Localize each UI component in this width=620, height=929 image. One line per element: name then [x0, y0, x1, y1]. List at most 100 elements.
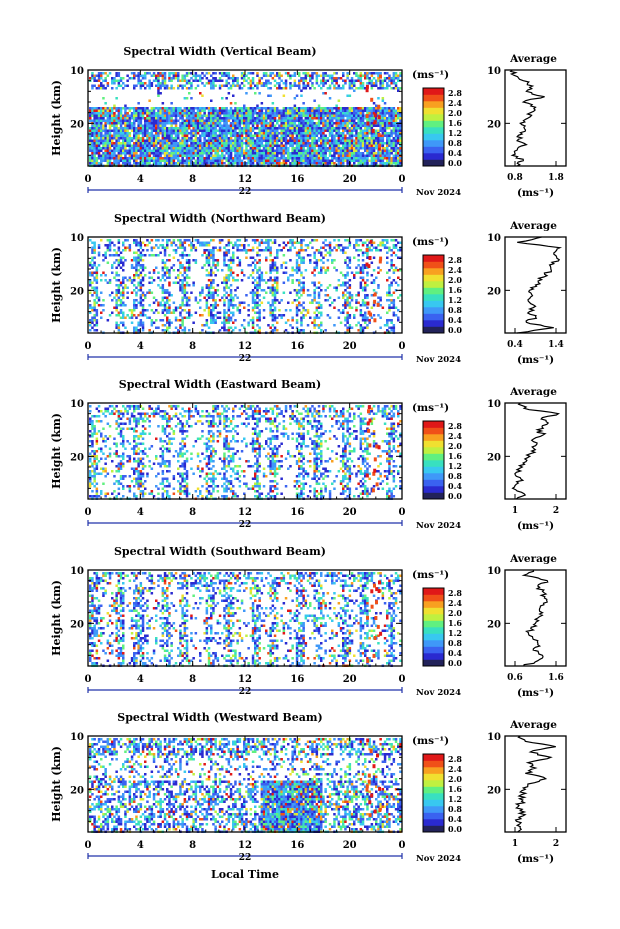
avg-x-tick-label: 2 — [553, 839, 559, 849]
colorbar-tick-label: 1.2 — [448, 794, 462, 804]
colorbar-segment — [423, 120, 444, 128]
colorbar-tick-label: 2.4 — [448, 431, 462, 441]
x-tick-label: 12 — [238, 174, 252, 185]
colorbar-segment — [423, 492, 444, 500]
colorbar-segment — [423, 326, 444, 334]
colorbar-frame — [422, 87, 445, 167]
colorbar-tick-label: 2.0 — [448, 275, 462, 285]
colorbar-segment — [423, 294, 444, 301]
avg-y-tick-label: 20 — [487, 286, 501, 297]
colorbar-tick-label: 1.6 — [448, 118, 462, 128]
colorbar-segment — [423, 261, 444, 269]
colorbar-segment — [423, 447, 444, 454]
colorbar-segment — [423, 486, 444, 493]
colorbar-segment — [423, 614, 444, 621]
colorbar-segment — [423, 287, 444, 295]
colorbar-segment — [423, 300, 444, 308]
colorbar-segment — [423, 786, 444, 794]
y-tick-label: 20 — [70, 452, 84, 463]
y-tick-label: 20 — [70, 119, 84, 130]
colorbar-unit: (ms⁻¹) — [412, 69, 449, 81]
colorbar-segment — [423, 812, 444, 820]
average-x-label: (ms⁻¹) — [517, 520, 554, 532]
x-tick-label: 16 — [290, 174, 304, 185]
y-tick-label: 10 — [70, 732, 84, 743]
x-tick-label: 8 — [189, 840, 196, 851]
colorbar-unit: (ms⁻¹) — [412, 402, 449, 414]
colorbar-segment — [423, 440, 444, 448]
average-title: Average — [509, 53, 557, 65]
colorbar-segment — [423, 767, 444, 774]
average-x-label: (ms⁻¹) — [517, 187, 554, 199]
x-tick-label: 16 — [290, 674, 304, 685]
x-tick-label: 0 — [85, 507, 92, 518]
colorbar-segment — [423, 153, 444, 160]
colorbar-segment — [423, 479, 444, 487]
colorbar-tick-label: 2.4 — [448, 764, 462, 774]
colorbar-segment — [423, 780, 444, 787]
average-frame — [504, 569, 567, 667]
y-axis-label: Height (km) — [50, 247, 63, 323]
colorbar-tick-label: 1.6 — [448, 618, 462, 628]
y-tick-label: 20 — [70, 619, 84, 630]
colorbar-tick-label: 0.8 — [448, 305, 462, 315]
colorbar-tick-label: 0.4 — [448, 648, 462, 658]
panel-title: Spectral Width (Westward Beam) — [117, 711, 322, 724]
y-axis-label: Height (km) — [50, 746, 63, 822]
y-tick-label: 20 — [70, 286, 84, 297]
colorbar-tick-label: 0.4 — [448, 315, 462, 325]
heatmap-cells — [89, 738, 402, 833]
panel-title: Spectral Width (Southward Beam) — [114, 545, 326, 558]
colorbar-segment — [423, 633, 444, 641]
colorbar-segment — [423, 313, 444, 321]
colorbar-tick-label: 2.4 — [448, 265, 462, 275]
x-tick-label: 20 — [343, 341, 357, 352]
y-tick-label: 20 — [70, 785, 84, 796]
avg-x-tick-label: 1.8 — [548, 173, 564, 183]
colorbar-tick-label: 2.0 — [448, 108, 462, 118]
colorbar-segment — [423, 107, 444, 115]
date-label: 22 — [239, 687, 252, 697]
colorbar-tick-label: 0.0 — [448, 658, 462, 668]
average-title: Average — [509, 719, 557, 731]
colorbar-segment — [423, 646, 444, 654]
colorbar-segment — [423, 133, 444, 141]
avg-y-tick-label: 20 — [487, 785, 501, 796]
avg-x-tick-label: 1 — [512, 839, 518, 849]
colorbar-segment — [423, 114, 444, 121]
colorbar-tick-label: 0.0 — [448, 325, 462, 335]
colorbar-unit: (ms⁻¹) — [412, 236, 449, 248]
average-x-label: (ms⁻¹) — [517, 687, 554, 699]
colorbar-tick-label: 2.0 — [448, 441, 462, 451]
colorbar-tick-label: 0.0 — [448, 491, 462, 501]
x-tick-label: 8 — [189, 174, 196, 185]
colorbar-segment — [423, 460, 444, 467]
average-profile-line — [514, 735, 556, 833]
colorbar-tick-label: 2.4 — [448, 598, 462, 608]
colorbar-segment — [423, 307, 444, 314]
x-tick-label: 16 — [290, 341, 304, 352]
colorbar-segment — [423, 434, 444, 441]
colorbar-segment — [423, 607, 444, 615]
heatmap-cells — [89, 239, 402, 334]
colorbar-unit: (ms⁻¹) — [412, 735, 449, 747]
x-tick-label: 4 — [137, 341, 144, 352]
panel-2: Spectral Width (Eastward Beam)2010Height… — [50, 378, 567, 532]
colorbar-segment — [423, 274, 444, 282]
average-frame — [504, 735, 567, 833]
colorbar-segment — [423, 819, 444, 826]
colorbar-segment — [423, 94, 444, 102]
x-axis-label: Local Time — [211, 868, 279, 881]
colorbar-tick-label: 0.8 — [448, 638, 462, 648]
colorbar-segment — [423, 88, 444, 95]
date-right-label: Nov 2024 — [416, 854, 461, 864]
colorbar-tick-label: 0.4 — [448, 814, 462, 824]
colorbar-segment — [423, 427, 444, 435]
x-tick-label: 0 — [399, 840, 406, 851]
colorbar-segment — [423, 159, 444, 167]
average-frame — [504, 402, 567, 500]
colorbar-segment — [423, 421, 444, 428]
average-profile-line — [521, 569, 549, 667]
colorbar-frame — [422, 587, 445, 667]
avg-x-tick-label: 0.6 — [507, 673, 523, 683]
